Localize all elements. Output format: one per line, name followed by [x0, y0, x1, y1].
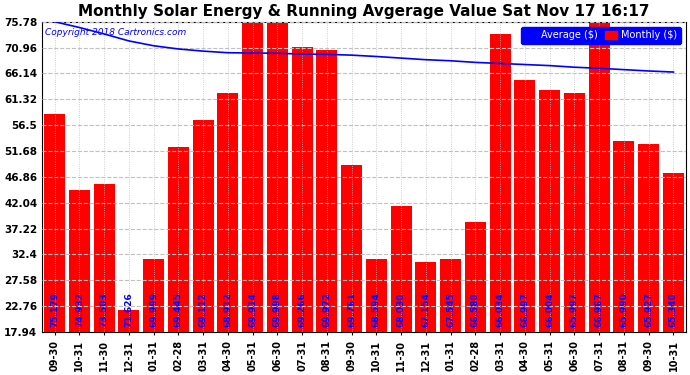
Text: Copyright 2018 Cartronics.com: Copyright 2018 Cartronics.com	[46, 28, 187, 37]
Text: 66.004: 66.004	[545, 292, 554, 327]
Text: 69.445: 69.445	[174, 292, 183, 327]
Bar	[465, 222, 486, 332]
Legend: Average ($), Monthly ($): Average ($), Monthly ($)	[522, 27, 681, 44]
Text: 66.967: 66.967	[595, 292, 604, 327]
Text: 73.503: 73.503	[99, 292, 108, 327]
Bar	[69, 189, 90, 332]
Bar	[193, 120, 214, 332]
Text: 67.154: 67.154	[422, 292, 431, 327]
Bar	[589, 22, 610, 332]
Text: 66.580: 66.580	[471, 292, 480, 327]
Text: 65.340: 65.340	[669, 292, 678, 327]
Text: 69.972: 69.972	[322, 292, 331, 327]
Bar	[564, 93, 585, 332]
Bar	[242, 22, 263, 332]
Text: 69.914: 69.914	[248, 292, 257, 327]
Bar	[143, 259, 164, 332]
Bar	[94, 184, 115, 332]
Text: 68.594: 68.594	[372, 292, 381, 327]
Text: 65.927: 65.927	[644, 292, 653, 327]
Bar	[663, 174, 684, 332]
Bar	[539, 90, 560, 332]
Bar	[292, 47, 313, 332]
Bar	[317, 50, 337, 332]
Text: 75.179: 75.179	[50, 292, 59, 327]
Bar	[119, 310, 139, 332]
Bar	[168, 147, 189, 332]
Bar	[366, 259, 387, 332]
Title: Monthly Solar Energy & Running Avgerage Value Sat Nov 17 16:17: Monthly Solar Energy & Running Avgerage …	[78, 4, 650, 19]
Text: 66.034: 66.034	[495, 292, 504, 327]
Bar	[341, 165, 362, 332]
Text: 66.997: 66.997	[520, 292, 529, 327]
Bar	[515, 80, 535, 332]
Bar	[415, 262, 437, 332]
Text: 65.997: 65.997	[570, 292, 579, 327]
Text: 69.999: 69.999	[149, 292, 158, 327]
Text: 65.990: 65.990	[620, 292, 629, 327]
Text: 71.626: 71.626	[124, 292, 133, 327]
Bar	[440, 259, 461, 332]
Bar	[613, 141, 635, 332]
Bar	[638, 144, 659, 332]
Bar	[267, 22, 288, 332]
Bar	[490, 34, 511, 332]
Text: 67.545: 67.545	[446, 292, 455, 327]
Bar	[217, 93, 239, 332]
Bar	[44, 114, 65, 332]
Text: 68.030: 68.030	[397, 292, 406, 327]
Text: 74.932: 74.932	[75, 292, 84, 327]
Text: 68.912: 68.912	[224, 292, 233, 327]
Text: 69.112: 69.112	[199, 292, 208, 327]
Text: 69.266: 69.266	[297, 292, 306, 327]
Text: 69.998: 69.998	[273, 292, 282, 327]
Bar	[391, 206, 412, 332]
Text: 69.761: 69.761	[347, 292, 356, 327]
